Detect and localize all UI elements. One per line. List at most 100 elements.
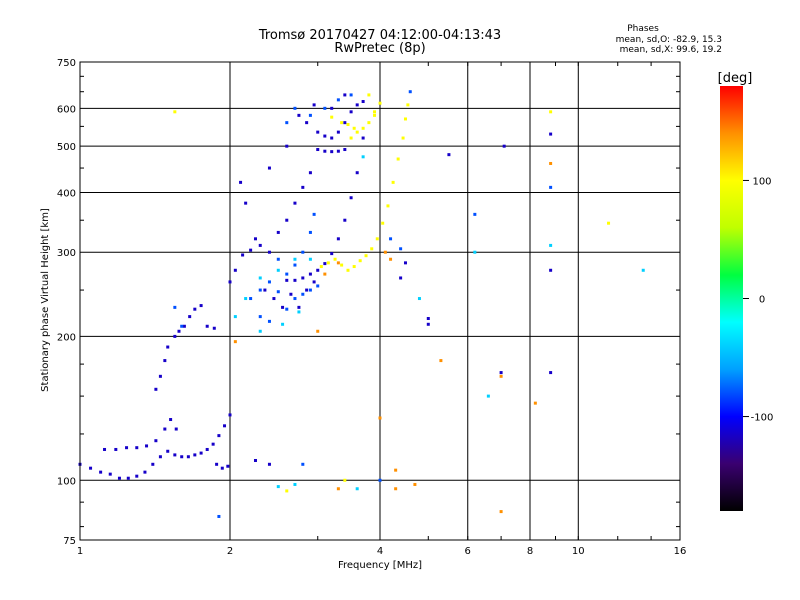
y-tick-label: 400 bbox=[57, 188, 76, 199]
echo-point bbox=[244, 201, 248, 205]
echo-point bbox=[199, 304, 203, 308]
colorbar-label: [deg] bbox=[718, 71, 753, 86]
echo-point bbox=[336, 237, 340, 241]
x-tick-label: 1 bbox=[77, 546, 83, 557]
echo-point bbox=[99, 470, 103, 474]
echo-point bbox=[186, 455, 190, 459]
echo-point bbox=[108, 472, 112, 476]
echo-point bbox=[233, 315, 237, 319]
echo-point bbox=[343, 121, 347, 125]
echo-point bbox=[211, 442, 215, 446]
echo-point bbox=[361, 155, 365, 159]
echo-point bbox=[439, 359, 443, 363]
echo-point bbox=[276, 290, 280, 294]
y-tick-labels: 75 100 200 300 400 500 600 750 bbox=[57, 58, 76, 547]
echo-point bbox=[263, 288, 267, 292]
echo-point bbox=[389, 257, 393, 261]
echo-point bbox=[499, 371, 503, 375]
echo-point bbox=[267, 280, 271, 284]
y-tick-label: 200 bbox=[57, 332, 76, 343]
colorbar-tick-label: -100 bbox=[751, 413, 774, 424]
echo-point bbox=[285, 144, 289, 148]
echo-point bbox=[340, 263, 344, 267]
echo-point bbox=[220, 466, 224, 470]
echo-point bbox=[308, 257, 312, 261]
echo-point bbox=[549, 371, 553, 375]
echo-point bbox=[249, 248, 253, 252]
echo-point bbox=[355, 487, 359, 491]
echo-point bbox=[212, 326, 216, 330]
echo-point bbox=[486, 394, 490, 398]
echo-point bbox=[173, 110, 177, 114]
echo-point bbox=[406, 103, 410, 107]
echo-point bbox=[316, 268, 320, 272]
y-tick-label: 500 bbox=[57, 142, 76, 153]
echo-point bbox=[308, 230, 312, 234]
echo-point bbox=[103, 447, 107, 451]
echo-point bbox=[233, 340, 237, 344]
echo-point bbox=[330, 106, 334, 110]
echo-point bbox=[403, 117, 407, 121]
echo-point bbox=[249, 297, 253, 301]
echo-point bbox=[399, 276, 403, 280]
echo-point bbox=[174, 427, 178, 431]
echo-point bbox=[355, 171, 359, 175]
echo-point bbox=[293, 278, 297, 282]
echo-point bbox=[326, 261, 330, 265]
echo-point bbox=[158, 455, 162, 459]
echo-point bbox=[276, 257, 280, 261]
echo-point bbox=[244, 297, 248, 301]
echo-point bbox=[193, 453, 197, 457]
echo-point bbox=[285, 272, 289, 276]
echo-point bbox=[378, 478, 382, 482]
echo-point bbox=[316, 148, 320, 152]
echo-point bbox=[228, 280, 232, 284]
echo-point bbox=[239, 180, 243, 184]
echo-point bbox=[308, 288, 312, 292]
echo-point bbox=[426, 322, 430, 326]
echo-point bbox=[217, 514, 221, 518]
echo-point bbox=[241, 253, 245, 257]
echo-point bbox=[173, 334, 177, 338]
echo-points bbox=[78, 90, 645, 518]
echo-point bbox=[308, 171, 312, 175]
echo-point bbox=[352, 126, 356, 130]
echo-point bbox=[143, 470, 147, 474]
echo-point bbox=[267, 250, 271, 254]
colorbar-tick-label: 100 bbox=[752, 176, 771, 187]
chart-subtitle: RwPretec (8p) bbox=[334, 41, 425, 56]
echo-point bbox=[330, 115, 334, 119]
echo-point bbox=[301, 276, 305, 280]
echo-point bbox=[293, 106, 297, 110]
echo-point bbox=[276, 268, 280, 272]
echo-point bbox=[281, 305, 285, 309]
echo-point bbox=[361, 100, 365, 104]
y-tick-label: 750 bbox=[57, 58, 76, 69]
echo-point bbox=[355, 130, 359, 134]
x-tick-label: 2 bbox=[227, 546, 233, 557]
echo-point bbox=[177, 329, 181, 333]
echo-point bbox=[499, 510, 503, 514]
echo-point bbox=[293, 201, 297, 205]
x-tick-label: 16 bbox=[674, 546, 687, 557]
echo-point bbox=[364, 254, 368, 258]
echo-point bbox=[297, 310, 301, 314]
echo-point bbox=[403, 261, 407, 265]
plot-frame bbox=[79, 61, 681, 541]
echo-point bbox=[267, 462, 271, 466]
y-axis-label: Stationary phase Virtual Height [km] bbox=[40, 208, 51, 392]
echo-point bbox=[253, 237, 257, 241]
echo-point bbox=[473, 250, 477, 254]
echo-point bbox=[180, 455, 184, 459]
echo-point bbox=[413, 482, 417, 486]
echo-point bbox=[336, 130, 340, 134]
echo-point bbox=[276, 230, 280, 234]
echo-point bbox=[114, 447, 118, 451]
y-tick-label: 600 bbox=[57, 104, 76, 115]
echo-point bbox=[173, 305, 177, 309]
echo-point bbox=[199, 451, 203, 455]
echo-point bbox=[188, 315, 192, 319]
echo-point bbox=[343, 478, 347, 482]
echo-point bbox=[349, 196, 353, 200]
echo-point bbox=[305, 121, 309, 125]
